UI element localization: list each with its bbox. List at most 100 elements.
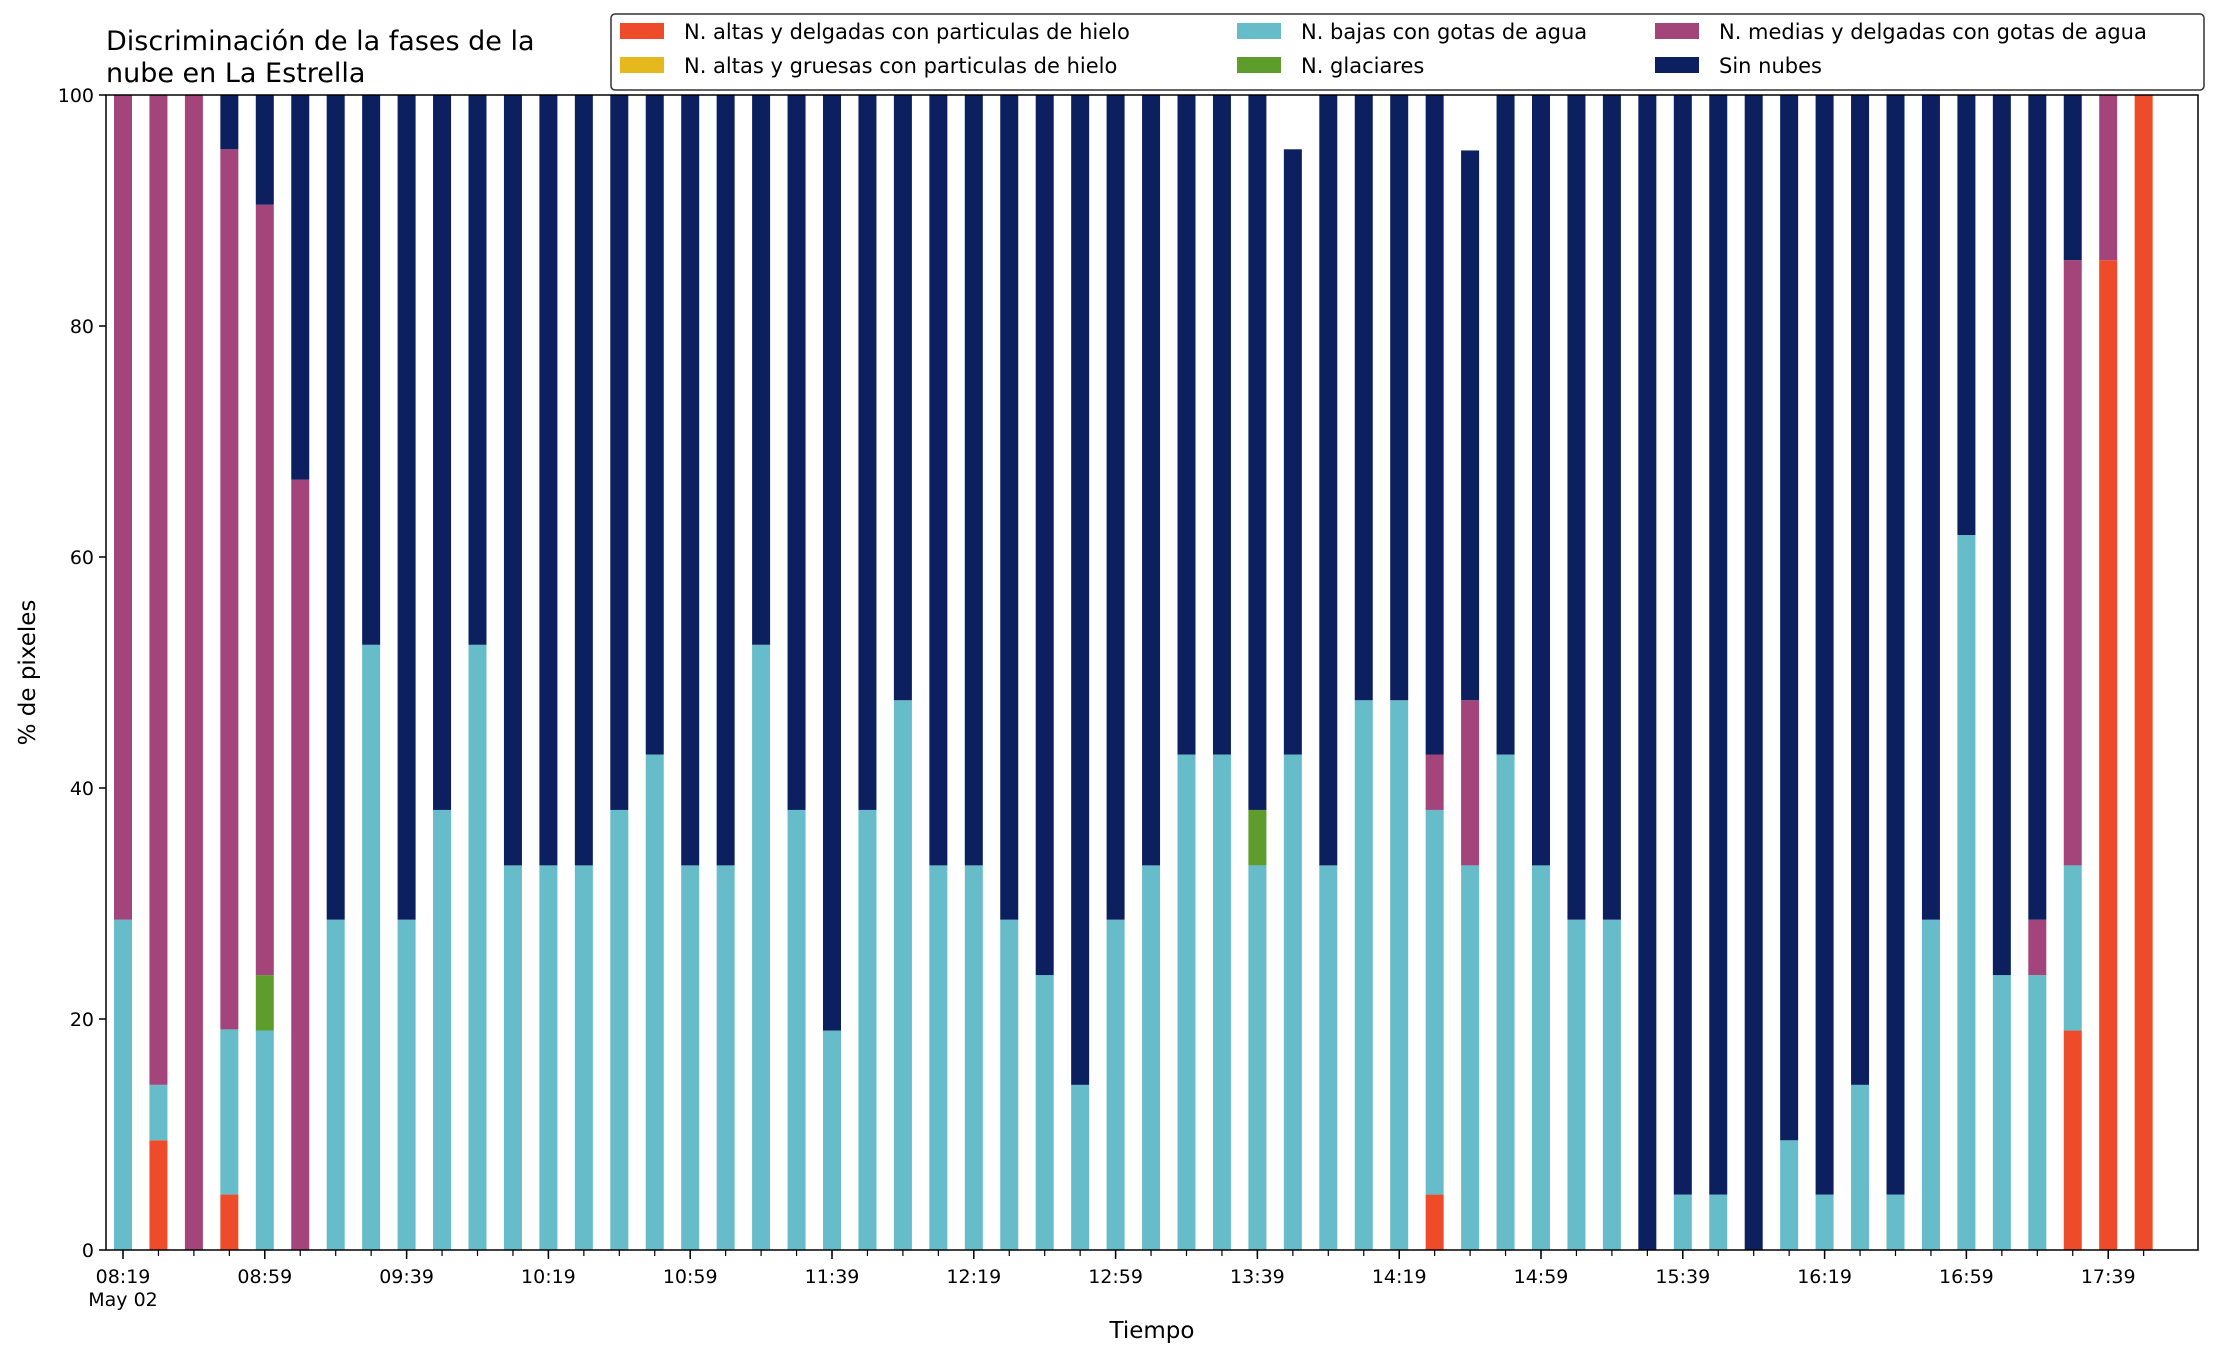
bar-segment-29-series-2 xyxy=(1142,865,1161,1250)
bar-segment-8-series-5 xyxy=(397,95,416,920)
bar-segment-45-series-5 xyxy=(1709,95,1728,1195)
bar-segment-22-series-2 xyxy=(893,700,912,1250)
bar-segment-17-series-5 xyxy=(716,95,735,866)
bar-segment-24-series-5 xyxy=(964,95,983,866)
x-tick-label: 12:59 xyxy=(1088,1266,1143,1288)
bar-segment-43-series-5 xyxy=(1638,95,1657,1250)
bar-segment-30-series-5 xyxy=(1177,95,1196,755)
bar-segment-36-series-2 xyxy=(1390,700,1409,1250)
bar-segment-19-series-5 xyxy=(787,95,806,810)
legend-swatch xyxy=(1655,23,1699,39)
bar-segment-12-series-2 xyxy=(539,865,558,1250)
chart-title: Discriminación de la fases de la nube en… xyxy=(106,26,535,89)
x-tick-label: 16:59 xyxy=(1939,1266,1994,1288)
bar-segment-25-series-2 xyxy=(1000,919,1019,1250)
bar-segment-40-series-2 xyxy=(1532,865,1550,1250)
legend-swatch xyxy=(1655,57,1699,73)
bar-segment-3-series-2 xyxy=(220,1029,239,1195)
y-tick-label: 60 xyxy=(70,547,94,569)
bar-segment-51-series-5 xyxy=(1921,95,1940,920)
bar-segment-13-series-5 xyxy=(574,95,593,866)
legend-label: Sin nubes xyxy=(1719,54,1822,78)
x-tick-label: 11:39 xyxy=(805,1266,860,1288)
legend-label: N. medias y delgadas con gotas de agua xyxy=(1719,20,2147,44)
bar-segment-18-series-2 xyxy=(752,644,771,1250)
legend-frame xyxy=(610,13,2205,91)
bar-segment-27-series-5 xyxy=(1071,95,1090,1085)
bar-segment-7-series-2 xyxy=(362,644,381,1250)
bar-segment-54-series-4 xyxy=(2028,919,2047,976)
bars-group xyxy=(114,95,2153,1250)
bar-segment-19-series-2 xyxy=(787,809,806,1250)
bar-segment-53-series-5 xyxy=(1992,95,2011,976)
bar-segment-21-series-5 xyxy=(858,95,877,810)
x-tick-label: 08:59 xyxy=(237,1266,292,1288)
bar-segment-45-series-2 xyxy=(1709,1194,1728,1250)
legend-swatch xyxy=(620,23,664,39)
bar-segment-9-series-5 xyxy=(433,95,452,810)
bar-segment-10-series-5 xyxy=(468,95,487,645)
bar-segment-20-series-5 xyxy=(823,95,841,1031)
bar-segment-1-series-2 xyxy=(149,1084,168,1141)
bar-segment-38-series-2 xyxy=(1461,865,1480,1250)
x-tick-label: 14:19 xyxy=(1372,1266,1427,1288)
bar-segment-51-series-2 xyxy=(1921,919,1940,1250)
plot-area-frame xyxy=(105,94,2199,1251)
chart-title-line-1: Discriminación de la fases de la xyxy=(106,26,535,57)
bar-segment-10-series-2 xyxy=(468,644,487,1250)
bar-segment-3-series-4 xyxy=(220,149,239,1030)
bar-segment-37-series-2 xyxy=(1425,809,1444,1195)
bar-segment-2-series-4 xyxy=(184,95,203,1250)
x-tick-label: 14:59 xyxy=(1514,1266,1569,1288)
bar-segment-55-series-4 xyxy=(2063,260,2082,866)
bar-segment-36-series-5 xyxy=(1390,95,1409,701)
bar-segment-39-series-5 xyxy=(1496,95,1515,755)
bar-segment-52-series-2 xyxy=(1957,535,1976,1250)
bar-segment-56-series-0 xyxy=(2099,260,2118,1250)
bar-segment-38-series-4 xyxy=(1461,700,1480,866)
bar-segment-50-series-2 xyxy=(1886,1194,1905,1250)
bar-segment-15-series-2 xyxy=(645,754,664,1250)
bar-segment-8-series-2 xyxy=(397,919,416,1250)
bar-segment-35-series-2 xyxy=(1354,700,1373,1250)
bar-segment-48-series-5 xyxy=(1815,95,1834,1195)
legend-swatch xyxy=(1237,57,1281,73)
bar-segment-50-series-5 xyxy=(1886,95,1905,1195)
bar-segment-13-series-2 xyxy=(574,865,593,1250)
x-axis-label: Tiempo xyxy=(1109,1318,1195,1344)
bar-segment-20-series-2 xyxy=(823,1030,841,1250)
bar-segment-55-series-0 xyxy=(2063,1030,2082,1250)
bar-segment-37-series-5 xyxy=(1425,95,1444,755)
bar-segment-26-series-2 xyxy=(1035,975,1054,1250)
x-tick-label: 13:39 xyxy=(1230,1266,1285,1288)
legend-label: N. altas y delgadas con particulas de hi… xyxy=(684,20,1130,44)
bar-segment-37-series-4 xyxy=(1425,754,1444,810)
bar-segment-55-series-2 xyxy=(2063,865,2082,1031)
bar-segment-24-series-2 xyxy=(964,865,983,1250)
legend-swatch xyxy=(620,57,664,73)
bar-segment-28-series-5 xyxy=(1106,95,1125,920)
bar-segment-54-series-5 xyxy=(2028,95,2047,920)
bar-segment-52-series-5 xyxy=(1957,95,1976,536)
bar-segment-37-series-0 xyxy=(1425,1194,1444,1250)
bar-segment-11-series-5 xyxy=(503,95,522,866)
bar-segment-18-series-5 xyxy=(752,95,771,645)
bar-segment-44-series-5 xyxy=(1673,95,1692,1195)
y-axis-label: % de pixeles xyxy=(15,600,41,746)
bar-segment-3-series-5 xyxy=(220,95,239,150)
bar-segment-27-series-2 xyxy=(1071,1084,1090,1250)
bar-segment-12-series-5 xyxy=(539,95,558,866)
chart-title-line-2: nube en La Estrella xyxy=(106,58,365,89)
bar-segment-1-series-4 xyxy=(149,95,168,1085)
bar-segment-23-series-5 xyxy=(929,95,948,866)
bar-segment-53-series-2 xyxy=(1992,975,2011,1250)
bar-segment-31-series-2 xyxy=(1212,754,1231,1250)
bar-segment-33-series-2 xyxy=(1283,754,1302,1250)
x-tick-label: 15:39 xyxy=(1655,1266,1710,1288)
legend-label: N. glaciares xyxy=(1301,54,1424,78)
bar-segment-6-series-2 xyxy=(326,919,345,1250)
bar-segment-4-series-5 xyxy=(255,95,274,205)
bar-segment-26-series-5 xyxy=(1035,95,1054,976)
